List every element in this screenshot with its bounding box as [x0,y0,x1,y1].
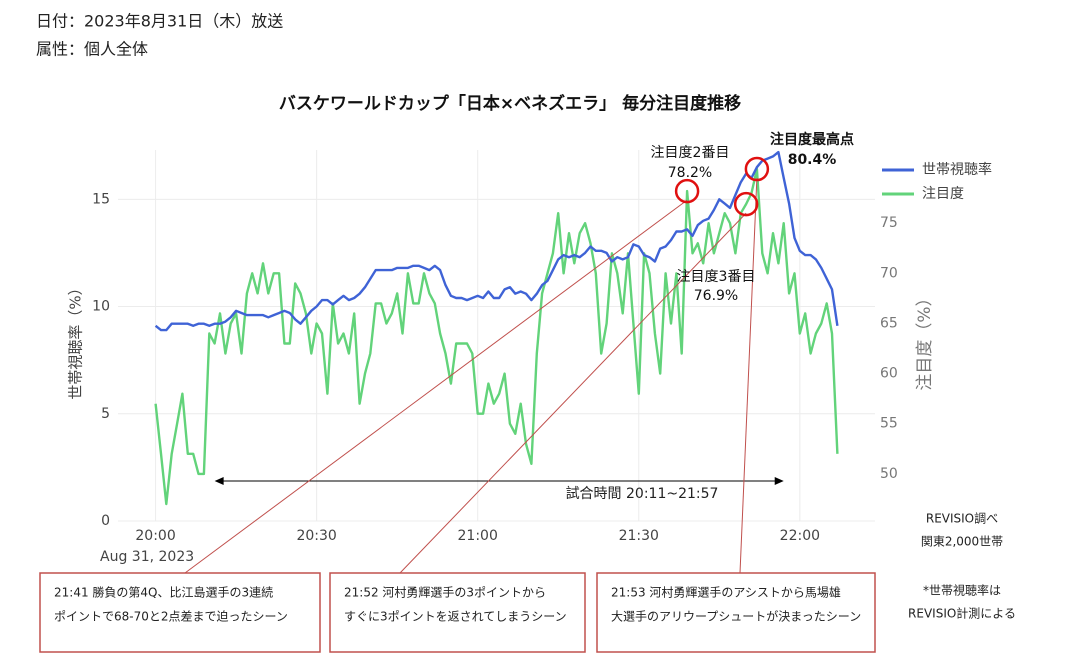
x-tick-label: 20:00 [135,528,175,544]
y2-tick-label: 50 [880,466,898,482]
callout-link [399,212,747,574]
date-line: 日付：2023年8月31日（木）放送 [36,12,283,31]
chart-title: バスケワールドカップ「日本×ベネズエラ」 毎分注目度推移 [279,93,741,114]
source-note: 関東2,000世帯 [921,535,1003,549]
span-label: 試合時間 20:11~21:57 [566,486,719,502]
y2-axis-label: 注目度（%） [915,289,935,390]
y2-tick-label: 65 [880,315,898,331]
y2-tick-label: 55 [880,416,898,432]
callout-box [39,572,321,653]
x-tick-label: 20:30 [296,528,336,544]
y2-tick-label: 60 [880,366,898,382]
x-tick-label: 21:00 [458,528,498,544]
highlight-circle [744,156,770,182]
callout-box [596,572,876,653]
legend-label: 世帯視聴率 [922,161,992,178]
annotation-label: 80.4% [788,152,837,168]
y2-tick-label: 70 [880,265,898,281]
y-tick-label: 10 [92,299,110,315]
arrow-head [214,477,224,485]
arrow-head [774,477,784,485]
y-axis-label: 世帯視聴率（%） [67,280,85,399]
y-tick-label: 0 [101,513,110,529]
legend-label: 注目度 [922,186,964,202]
y-tick-label: 15 [92,191,110,207]
source-note: *世帯視聴率は [923,583,1001,598]
attribute-line: 属性：個人全体 [36,40,148,59]
highlight-circle [733,191,759,217]
callout-box [329,572,586,653]
callout-text: 21:41 勝負の第4Q、比江島選手の3連続 [54,585,273,600]
callout-text: すぐに3ポイントを返されてしまうシーン [344,610,567,624]
callout-link [184,199,688,574]
highlight-circle [674,178,700,204]
y-tick-label: 5 [101,406,110,422]
callout-text: 21:52 河村勇輝選手の3ポイントから [344,586,546,600]
callout-text: 21:53 河村勇輝選手のアシストから馬場雄 [611,585,841,600]
callout-link [739,178,758,574]
annotation-title: 注目度3番目 [677,269,756,285]
annotation-title: 注目度最高点 [770,131,854,148]
series-line [154,150,839,332]
source-note: REVISIO調べ [926,512,998,526]
callout-text: ポイントで68-70と2点差まで迫ったシーン [54,610,288,624]
annotation-title: 注目度2番目 [651,145,730,161]
x-tick-label: 21:30 [619,528,659,544]
series-line [154,167,839,506]
source-note: REVISIO計測による [908,606,1016,621]
x-date-label: Aug 31, 2023 [100,549,194,565]
x-tick-label: 22:00 [780,528,820,544]
annotation-label: 76.9% [694,288,738,304]
annotation-label: 78.2% [668,165,712,181]
callout-text: 大選手のアリウープシュートが決まったシーン [611,609,861,624]
y2-tick-label: 75 [880,215,898,231]
